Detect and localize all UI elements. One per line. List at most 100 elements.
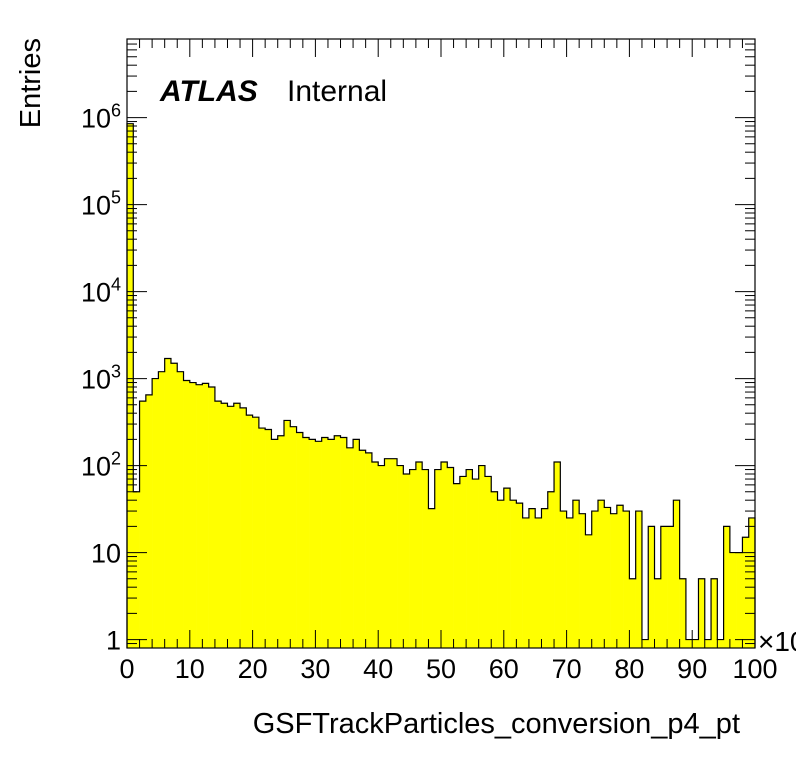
- histogram-bin-82: [641, 639, 649, 648]
- x-tick-label: 20: [238, 654, 268, 684]
- histogram-bin-10: [189, 382, 197, 648]
- y-tick-label: 105: [81, 188, 121, 221]
- histogram-bin-49: [434, 469, 442, 648]
- histogram-bin-62: [516, 503, 523, 648]
- histogram-bin-61: [510, 500, 517, 648]
- x-axis-label: GSFTrackParticles_conversion_p4_pt: [253, 708, 740, 740]
- histogram-bin-52: [453, 483, 461, 648]
- histogram-bin-56: [478, 465, 486, 648]
- histogram-bin-40: [378, 465, 385, 648]
- x-axis-multiplier: ×10: [758, 626, 796, 657]
- histogram-bin-39: [371, 461, 379, 648]
- histogram-bin-29: [309, 439, 316, 648]
- histogram-bin-23: [271, 439, 279, 648]
- histogram-bin-81: [635, 511, 643, 648]
- histogram-bin-93: [711, 578, 718, 648]
- histogram-bin-50: [441, 461, 448, 648]
- histogram-bin-41: [384, 458, 392, 648]
- histogram-bin-59: [497, 500, 505, 648]
- histogram-bin-37: [359, 450, 366, 648]
- histogram-bin-30: [315, 441, 322, 648]
- histogram-bin-60: [503, 488, 511, 648]
- x-tick-label: 0: [119, 654, 134, 684]
- histogram-bin-47: [422, 469, 429, 648]
- histogram-bin-6: [164, 358, 172, 648]
- histogram-bin-57: [484, 476, 492, 648]
- histogram-bin-20: [252, 417, 260, 648]
- histogram-bin-34: [340, 437, 348, 648]
- histogram-bin-83: [648, 526, 655, 648]
- histogram-bin-5: [158, 371, 165, 648]
- histogram-bin-0: [127, 123, 134, 649]
- histogram-bin-98: [742, 537, 750, 648]
- histogram-bin-3: [145, 394, 153, 648]
- histogram-bin-79: [623, 511, 630, 648]
- y-tick-labels: 1 10 102 103 104 105 106: [81, 101, 121, 656]
- histogram-bin-85: [660, 526, 668, 648]
- histogram-bin-87: [673, 500, 680, 648]
- histogram-bin-95: [723, 526, 731, 648]
- histogram-bin-4: [152, 378, 159, 648]
- histogram-bin-71: [572, 500, 580, 648]
- histogram-bin-46: [415, 461, 423, 648]
- histogram-bin-44: [403, 474, 410, 648]
- histogram-bin-38: [365, 452, 373, 648]
- histogram-bin-94: [717, 639, 724, 648]
- atlas-status-label: Internal: [287, 75, 387, 108]
- y-tick-label: 103: [81, 362, 121, 395]
- histogram-bin-26: [290, 426, 297, 648]
- histogram-bin-74: [591, 511, 599, 648]
- histogram-bin-63: [522, 517, 530, 648]
- x-tick-label: 80: [614, 654, 644, 684]
- histogram-bin-70: [566, 517, 574, 648]
- histogram-bin-18: [240, 407, 247, 648]
- histogram-bin-64: [528, 508, 536, 648]
- y-tick-label: 10: [91, 539, 121, 569]
- x-tick-label: 40: [363, 654, 393, 684]
- histogram-bin-76: [604, 507, 611, 648]
- histogram-outline: [126, 123, 756, 648]
- histogram-bin-25: [284, 420, 291, 648]
- y-tick-label: 102: [81, 449, 121, 482]
- x-tick-label: 90: [677, 654, 707, 684]
- histogram-bin-48: [428, 508, 436, 648]
- histogram-bin-36: [353, 439, 360, 648]
- histogram-bin-11: [196, 384, 203, 648]
- histogram-bin-24: [277, 435, 285, 648]
- x-tick-label: 60: [489, 654, 519, 684]
- histogram-bin-13: [208, 387, 216, 648]
- y-tick-label: 106: [81, 101, 121, 134]
- histogram-bin-58: [491, 491, 498, 648]
- atlas-label: ATLAS: [159, 75, 258, 108]
- histogram-bin-16: [227, 406, 235, 648]
- histogram-bin-42: [390, 458, 398, 648]
- x-tick-labels: 0 10 20 30 40 50 60 70 80 90 100: [119, 654, 777, 684]
- y-tick-label: 104: [81, 275, 121, 308]
- histogram-bin-99: [748, 517, 756, 648]
- histogram-bin-28: [302, 437, 310, 648]
- histogram-bin-15: [221, 403, 228, 648]
- histogram-bin-7: [170, 363, 178, 648]
- histogram-bin-1: [133, 491, 140, 648]
- histogram-bin-90: [692, 639, 699, 648]
- histogram-bin-96: [729, 552, 737, 648]
- histogram-bin-21: [258, 428, 266, 648]
- histogram-bin-2: [139, 401, 147, 648]
- histogram-bars: [127, 123, 756, 649]
- histogram-bin-88: [679, 578, 687, 648]
- x-tick-label: 30: [300, 654, 330, 684]
- histogram-bin-97: [736, 552, 743, 648]
- histogram-bin-17: [233, 403, 241, 648]
- histogram-bin-51: [447, 467, 454, 648]
- histogram-bin-89: [685, 639, 693, 648]
- histogram-bin-92: [704, 639, 712, 648]
- histogram-bin-91: [698, 578, 706, 648]
- histogram-bin-65: [535, 517, 542, 648]
- histogram-bin-86: [667, 526, 674, 648]
- histogram-bin-45: [409, 469, 417, 648]
- histogram-bin-66: [541, 508, 549, 648]
- x-tick-label: 50: [426, 654, 456, 684]
- histogram-bin-84: [654, 578, 662, 648]
- plot-frame: [126, 38, 756, 649]
